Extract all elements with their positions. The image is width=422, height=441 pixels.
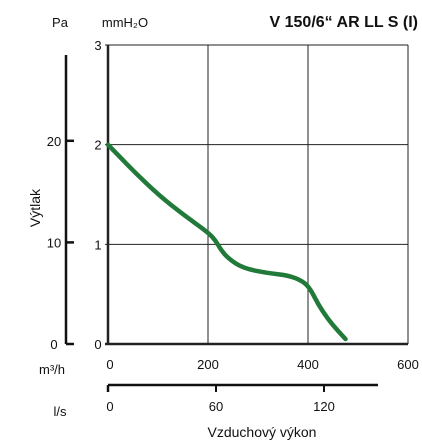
x-tick-200: 200 (197, 357, 219, 372)
y-tick-1: 1 (94, 237, 101, 252)
x-tick-labels: 0 200 400 600 (106, 357, 418, 372)
y-tick-3: 3 (94, 38, 101, 53)
x-axis-label: Vzduchový výkon (208, 424, 317, 440)
ls-axis: 0 60 120 (106, 383, 378, 414)
pa-tick-20: 20 (47, 134, 61, 149)
mmh2o-unit-label: mmH₂O (102, 15, 148, 30)
ls-tick-60: 60 (209, 399, 223, 414)
x-tick-600: 600 (397, 357, 419, 372)
x-tick-400: 400 (297, 357, 319, 372)
grid (105, 44, 409, 346)
pa-unit-label: Pa (52, 15, 69, 30)
ls-tick-0: 0 (106, 399, 113, 414)
m3h-unit-label: m³/h (39, 362, 65, 377)
y-tick-labels: 0 1 2 3 (94, 38, 101, 352)
x-tick-0: 0 (106, 357, 113, 372)
chart-title: V 150/6“ AR LL S (I) (270, 14, 418, 31)
pa-tick-10: 10 (47, 235, 61, 250)
ls-tick-120: 120 (313, 399, 335, 414)
series-layer (105, 142, 348, 342)
pa-axis: 0 10 20 (47, 55, 74, 352)
y-axis-label: Výtlak (27, 188, 43, 227)
y-tick-2: 2 (94, 138, 101, 153)
ls-unit-label: l/s (54, 404, 68, 419)
pa-tick-0: 0 (50, 337, 57, 352)
y-tick-0: 0 (94, 337, 101, 352)
series-line-0 (105, 142, 348, 342)
